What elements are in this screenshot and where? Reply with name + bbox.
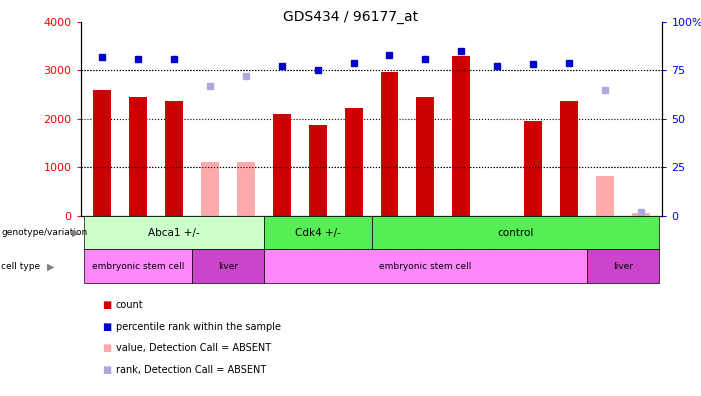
Bar	[93, 89, 111, 216]
Text: Cdk4 +/-: Cdk4 +/-	[294, 228, 341, 238]
Bar	[632, 213, 650, 216]
Bar	[345, 108, 362, 216]
Bar	[201, 162, 219, 216]
Bar	[381, 72, 398, 216]
Text: ■: ■	[102, 300, 111, 310]
Bar	[165, 101, 183, 216]
Bar	[596, 176, 614, 216]
Text: liver: liver	[613, 262, 633, 271]
Text: ■: ■	[102, 365, 111, 375]
Bar	[560, 101, 578, 216]
Text: value, Detection Call = ABSENT: value, Detection Call = ABSENT	[116, 343, 271, 354]
Text: cell type: cell type	[1, 262, 41, 271]
Text: Abca1 +/-: Abca1 +/-	[148, 228, 200, 238]
Bar	[416, 97, 435, 216]
Bar	[452, 56, 470, 216]
Text: ▶: ▶	[47, 261, 54, 271]
Bar	[237, 162, 254, 216]
Bar	[308, 125, 327, 216]
Text: percentile rank within the sample: percentile rank within the sample	[116, 322, 280, 332]
Text: genotype/variation: genotype/variation	[1, 228, 88, 237]
Bar	[524, 121, 542, 216]
Text: embryonic stem cell: embryonic stem cell	[92, 262, 184, 271]
Text: control: control	[497, 228, 533, 238]
Text: GDS434 / 96177_at: GDS434 / 96177_at	[283, 10, 418, 24]
Text: rank, Detection Call = ABSENT: rank, Detection Call = ABSENT	[116, 365, 266, 375]
Text: ■: ■	[102, 322, 111, 332]
Bar	[129, 97, 147, 216]
Text: count: count	[116, 300, 143, 310]
Text: ▶: ▶	[72, 228, 79, 238]
Text: liver: liver	[218, 262, 238, 271]
Bar	[273, 114, 291, 216]
Text: embryonic stem cell: embryonic stem cell	[379, 262, 472, 271]
Text: ■: ■	[102, 343, 111, 354]
